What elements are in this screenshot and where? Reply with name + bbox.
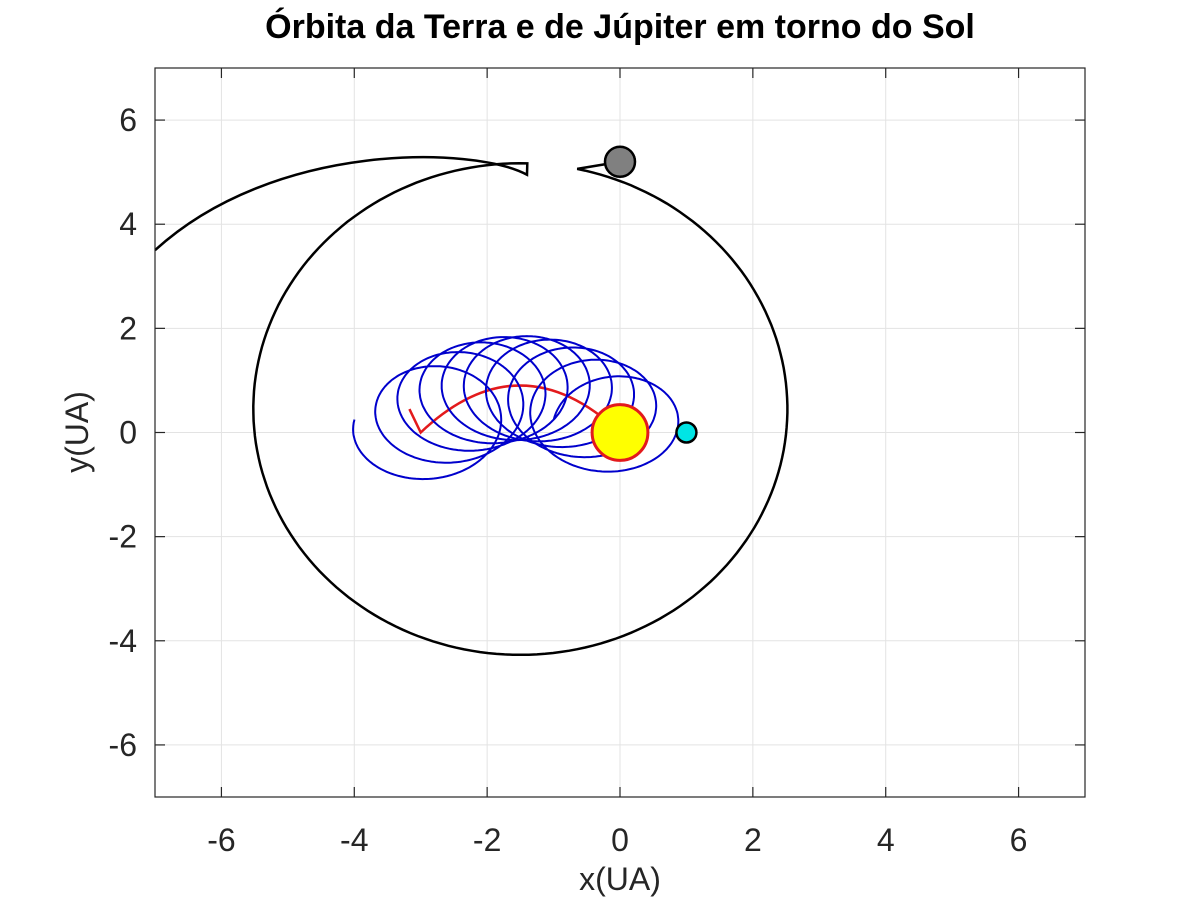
y-tick-label: -6 bbox=[109, 727, 137, 763]
y-tick-label: 2 bbox=[119, 310, 137, 346]
y-axis-label: y(UA) bbox=[59, 391, 95, 473]
x-axis-label: x(UA) bbox=[579, 861, 661, 897]
earth-marker bbox=[675, 421, 698, 444]
x-tick-label: -2 bbox=[473, 822, 501, 858]
celestial-bodies bbox=[590, 145, 698, 462]
x-tick-label: 4 bbox=[877, 822, 895, 858]
sun-marker bbox=[590, 403, 650, 462]
y-tick-label: 6 bbox=[119, 102, 137, 138]
orbit-curves bbox=[155, 156, 789, 657]
chart-title: Órbita da Terra e de Júpiter em torno do… bbox=[265, 8, 975, 46]
axis-ticks: -6 -4 -2 0 2 4 6 -6 -4 -2 0 2 4 6 bbox=[109, 68, 1085, 858]
earth-orbit-line bbox=[352, 335, 680, 481]
y-tick-label: -2 bbox=[109, 519, 137, 555]
x-tick-label: 6 bbox=[1010, 822, 1028, 858]
x-tick-label: -6 bbox=[207, 822, 235, 858]
sun-path-line bbox=[408, 384, 621, 435]
y-tick-label: 0 bbox=[119, 415, 137, 451]
jupiter-orbit-line bbox=[155, 156, 789, 657]
y-tick-label: 4 bbox=[119, 206, 137, 242]
x-tick-label: -4 bbox=[340, 822, 368, 858]
x-tick-label: 0 bbox=[611, 822, 629, 858]
grid bbox=[155, 68, 1085, 797]
y-tick-label: -4 bbox=[109, 623, 137, 659]
jupiter-marker bbox=[603, 145, 637, 178]
x-tick-label: 2 bbox=[744, 822, 762, 858]
